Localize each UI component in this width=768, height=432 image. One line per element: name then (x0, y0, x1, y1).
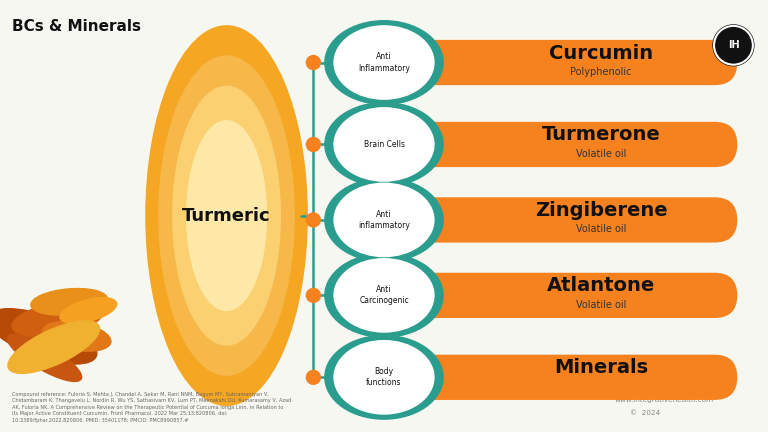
Circle shape (306, 370, 321, 385)
Ellipse shape (325, 336, 443, 419)
Text: Anti
Inflammatory: Anti Inflammatory (358, 52, 410, 73)
Ellipse shape (12, 301, 103, 337)
Text: Anti
Carcinogenic: Anti Carcinogenic (359, 285, 409, 305)
FancyBboxPatch shape (384, 197, 737, 242)
Circle shape (306, 137, 321, 152)
Circle shape (306, 55, 321, 70)
Text: Anti
inflammatory: Anti inflammatory (358, 210, 410, 230)
Text: Volatile oil: Volatile oil (576, 149, 626, 159)
Text: Curcumin: Curcumin (549, 44, 653, 63)
Ellipse shape (325, 103, 443, 186)
Text: Compound reference: Fuloria S, Mehta J, Chandel A, Sekar M, Rani NNM, Begum MY, : Compound reference: Fuloria S, Mehta J, … (12, 391, 290, 423)
Text: Atlantone: Atlantone (547, 276, 655, 295)
Text: Body
functions: Body functions (366, 367, 402, 388)
Text: Turmeric: Turmeric (182, 206, 271, 225)
Ellipse shape (325, 254, 443, 337)
Text: Member of the Complementary Medical Association (MCMA): Member of the Complementary Medical Asso… (419, 42, 636, 48)
Circle shape (306, 288, 321, 303)
Ellipse shape (334, 341, 434, 414)
Ellipse shape (8, 321, 100, 373)
Text: Turmerone: Turmerone (541, 125, 660, 144)
Text: www.integrativehealth.com: www.integrativehealth.com (614, 397, 713, 403)
Ellipse shape (325, 21, 443, 105)
Ellipse shape (146, 26, 307, 405)
Circle shape (306, 212, 321, 228)
Ellipse shape (334, 26, 434, 99)
Ellipse shape (8, 334, 81, 381)
Text: Minerals: Minerals (554, 358, 648, 377)
Text: ©  2024: © 2024 (630, 410, 660, 416)
Circle shape (712, 24, 754, 67)
Ellipse shape (31, 289, 108, 315)
Ellipse shape (159, 56, 294, 375)
FancyBboxPatch shape (384, 40, 737, 85)
Ellipse shape (334, 259, 434, 332)
Ellipse shape (173, 86, 280, 345)
Text: IH: IH (727, 40, 740, 50)
Text: Volatile oil: Volatile oil (576, 224, 626, 235)
Text: Brain Cells: Brain Cells (363, 140, 405, 149)
Ellipse shape (43, 321, 111, 351)
Ellipse shape (334, 183, 434, 257)
FancyBboxPatch shape (384, 122, 737, 167)
Ellipse shape (0, 309, 97, 364)
Text: Volatile oil: Volatile oil (576, 300, 626, 310)
Text: Polyphenolic: Polyphenolic (570, 67, 632, 77)
Ellipse shape (325, 178, 443, 262)
Text: Zingiberene: Zingiberene (535, 201, 667, 220)
Ellipse shape (334, 108, 434, 181)
FancyBboxPatch shape (384, 355, 737, 400)
Text: BCs & Minerals: BCs & Minerals (12, 19, 141, 35)
Ellipse shape (187, 121, 266, 311)
FancyBboxPatch shape (384, 273, 737, 318)
Ellipse shape (60, 298, 117, 323)
